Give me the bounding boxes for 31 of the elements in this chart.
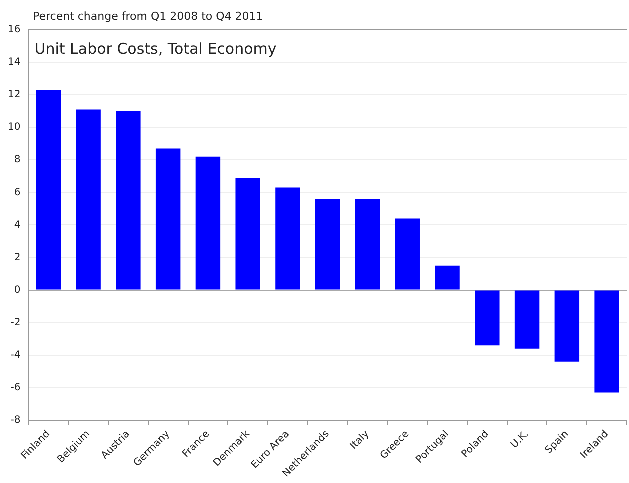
y-tick-label: 8 [14,154,21,166]
y-tick-label: 12 [8,90,21,101]
bar [435,266,460,290]
y-tick-label: -6 [10,382,21,394]
y-tick-label: 6 [14,187,21,198]
bar [355,199,380,290]
y-tick-label: 2 [14,252,21,264]
x-tick-label: U.K. [509,428,532,451]
y-tick-label: -8 [10,415,21,426]
y-tick-label: -2 [10,317,21,328]
bar [156,148,181,290]
text: Unit Labor Costs, Total Economy [34,40,277,58]
bar [594,290,620,393]
y-tick-label: 16 [8,24,21,36]
bar [554,290,580,362]
y-tick-label: -4 [10,350,21,361]
bar [236,178,260,290]
bar [76,110,101,290]
bar [475,290,500,346]
bar [116,111,141,290]
bar [276,188,300,290]
y-tick-label: 10 [8,122,21,134]
bar [395,218,420,290]
bar [316,199,340,290]
bar [514,290,540,349]
y-tick-label: 0 [14,284,21,296]
y-tick-label: 14 [8,57,21,68]
chart-subtitle: Percent change from Q1 2008 to Q4 2011 [33,10,264,23]
bar [196,156,221,290]
bar [36,90,62,290]
y-tick-label: 4 [14,220,21,231]
